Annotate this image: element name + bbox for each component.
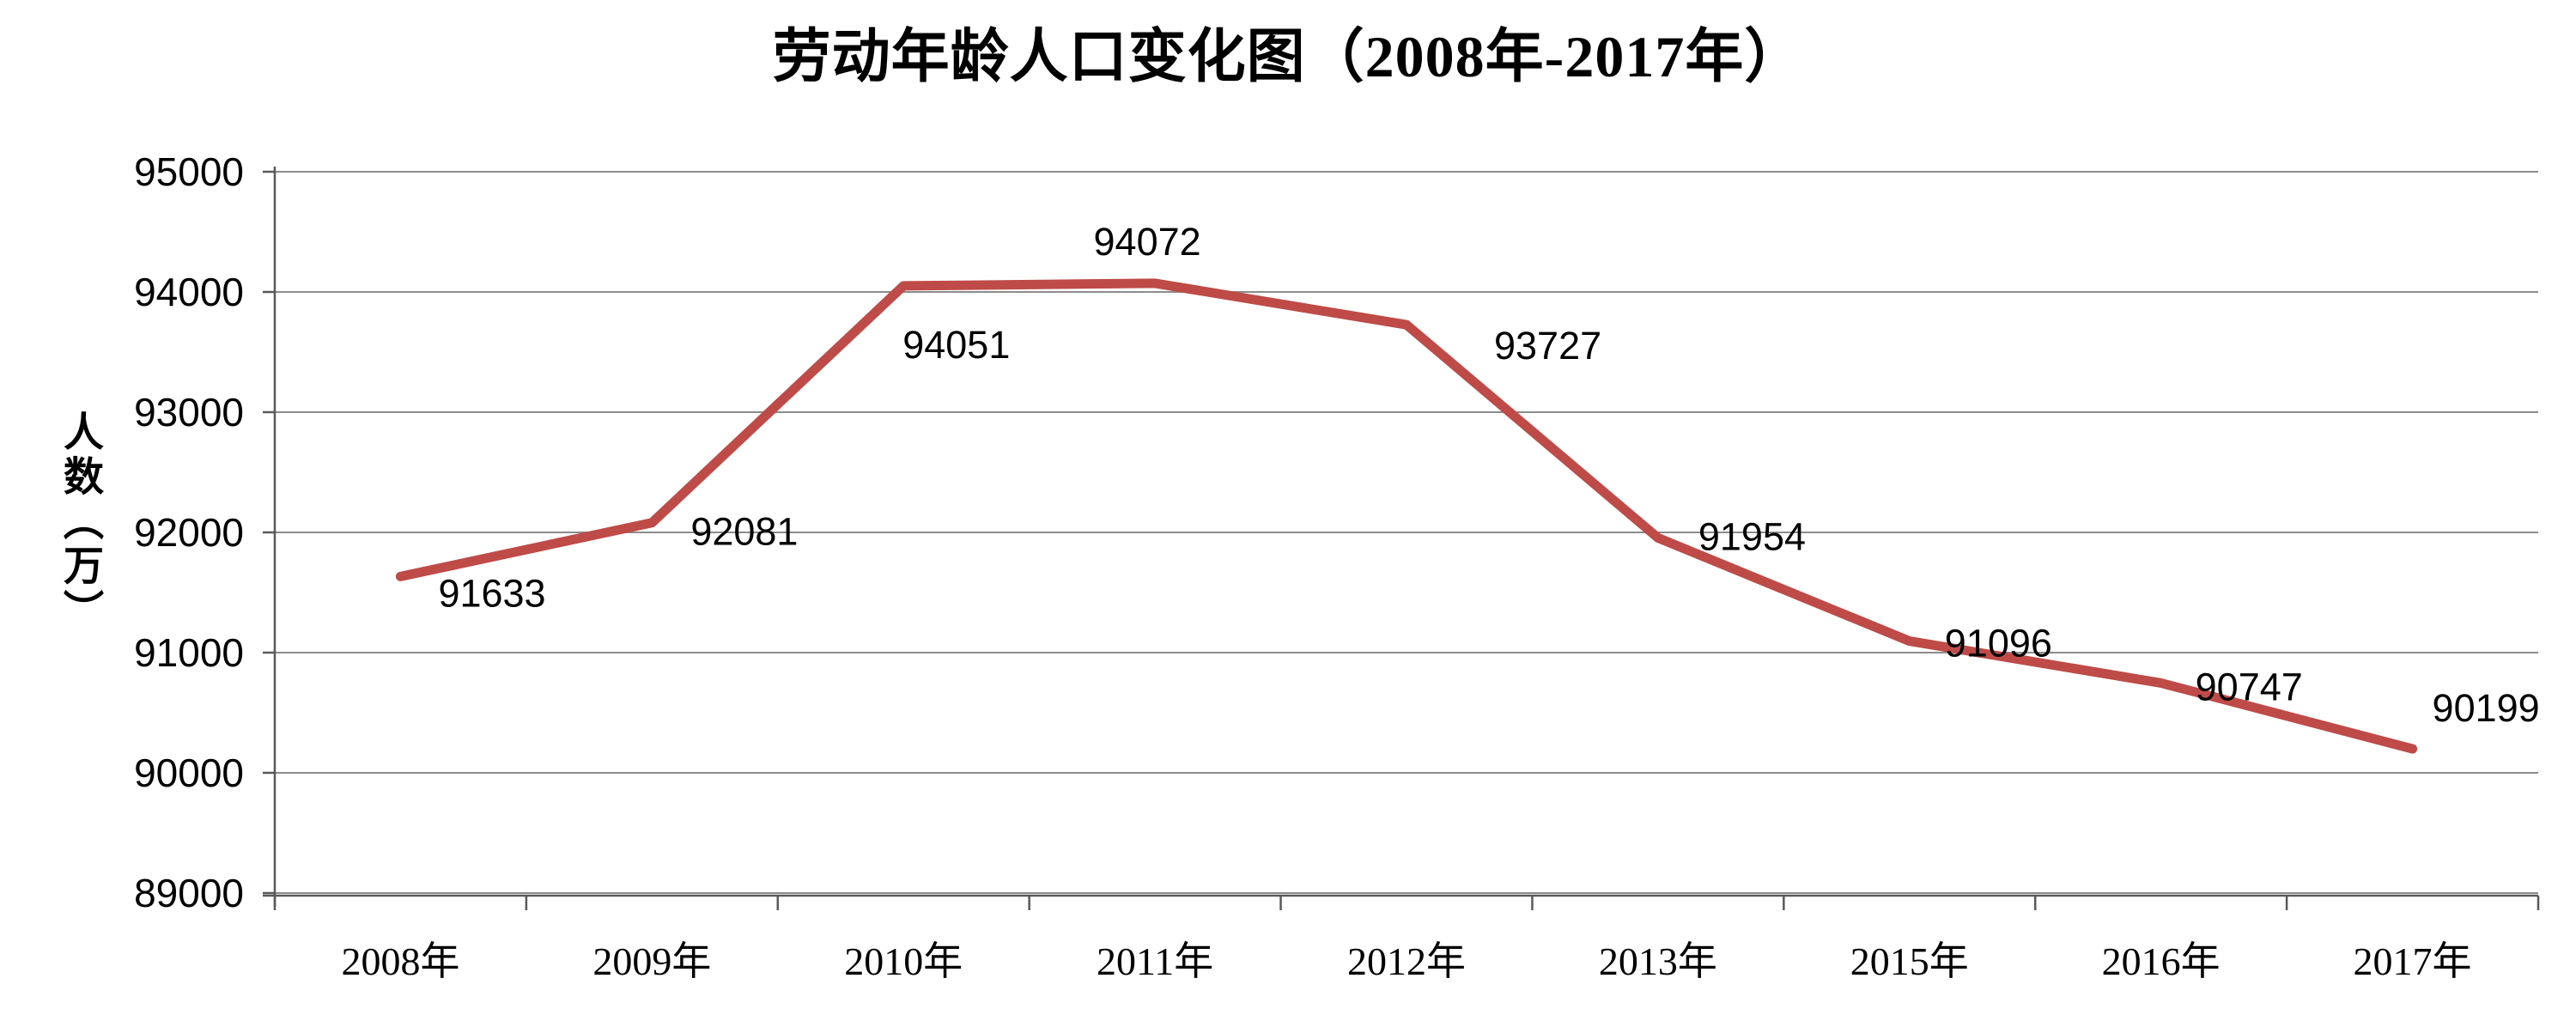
data-label: 91954: [1698, 514, 1806, 558]
x-tick-label: 2011年: [1097, 939, 1213, 983]
x-tick-label: 2012年: [1347, 939, 1466, 983]
y-tick-label: 90000: [134, 750, 244, 795]
x-tick-label: 2010年: [844, 939, 963, 983]
data-label: 91096: [1945, 622, 2052, 665]
y-tick-label: 95000: [134, 149, 244, 194]
data-label: 93727: [1494, 324, 1601, 368]
x-tick-label: 2017年: [2354, 939, 2472, 983]
data-label: 91633: [438, 571, 545, 615]
x-tick-label: 2008年: [341, 939, 459, 983]
data-label: 92081: [690, 510, 798, 554]
y-tick-label: 91000: [134, 630, 244, 675]
data-label: 90747: [2196, 665, 2303, 708]
data-label: 90199: [2433, 686, 2540, 730]
x-tick-label: 2013年: [1599, 939, 1717, 983]
x-tick-label: 2016年: [2102, 939, 2221, 983]
y-tick-label: 93000: [134, 390, 244, 434]
y-tick-label: 89000: [134, 871, 244, 915]
chart-title: 劳动年龄人口变化图（2008年-2017年）: [772, 24, 1804, 89]
data-label: 94072: [1094, 220, 1201, 264]
series-line: [395, 278, 2418, 754]
y-tick-label: 92000: [134, 510, 244, 555]
x-tick-label: 2009年: [592, 939, 711, 983]
data-label: 94051: [902, 323, 1010, 367]
x-tick-label: 2015年: [1850, 939, 1969, 983]
y-axis-title: 人数（万）: [57, 410, 101, 634]
y-tick-label: 94000: [134, 270, 244, 314]
